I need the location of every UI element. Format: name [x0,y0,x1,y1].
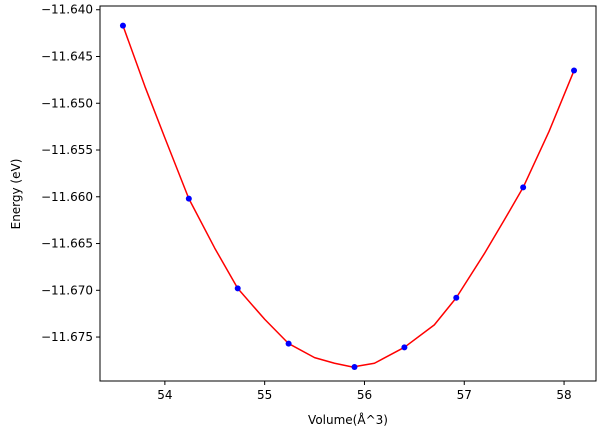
data-point [401,344,408,351]
x-axis: 54 55 56 57 58 [157,381,572,402]
y-tick-label: −11.670 [41,283,93,297]
data-point [453,294,460,301]
x-axis-label: Volume(Å^3) [308,412,388,427]
x-tick-label: 56 [357,388,372,402]
data-point [119,22,126,29]
x-tick-label: 57 [457,388,472,402]
data-points-layer [119,22,578,370]
fit-curve-line [122,25,575,368]
data-point [234,285,241,292]
y-tick-label: −11.655 [41,143,93,157]
y-axis: −11.640 −11.645 −11.650 −11.655 −11.660 −11.6… [41,3,100,344]
x-tick-label: 54 [157,388,172,402]
plot-background [100,6,596,381]
plot-frame [99,5,597,382]
y-axis-label: Energy (eV) [9,159,23,230]
x-tick-label: 55 [257,388,272,402]
data-point [571,67,578,74]
fit-curve-layer [122,25,575,368]
data-point [285,340,292,347]
x-tick-label: 58 [556,388,571,402]
y-tick-label: −11.660 [41,190,93,204]
y-tick-label: −11.665 [41,237,93,251]
data-point [351,363,358,370]
data-point [185,195,192,202]
y-tick-label: −11.640 [41,3,93,17]
y-tick-label: −11.675 [41,330,93,344]
y-tick-label: −11.645 [41,49,93,63]
data-point [520,184,527,191]
y-tick-label: −11.650 [41,96,93,110]
